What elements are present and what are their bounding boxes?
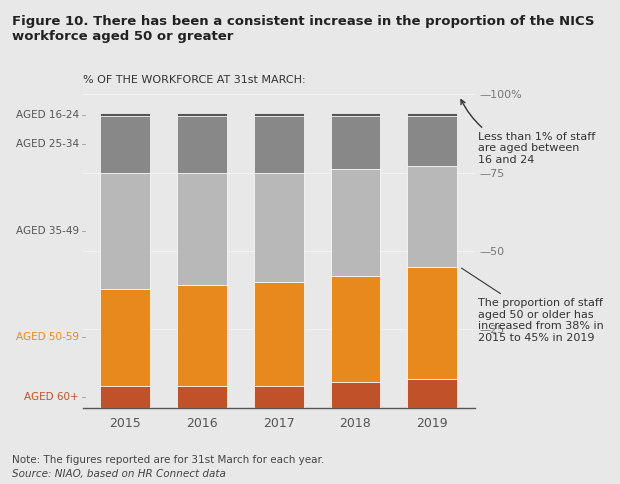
Bar — [254, 386, 304, 408]
Bar — [100, 173, 150, 288]
Bar — [330, 276, 381, 382]
Bar — [254, 113, 304, 116]
Text: AGED 16-24: AGED 16-24 — [16, 109, 79, 120]
Text: Figure 10. There has been a consistent increase in the proportion of the NICS
wo: Figure 10. There has been a consistent i… — [12, 15, 595, 43]
Bar — [254, 282, 304, 386]
Bar — [177, 286, 227, 386]
Text: AGED 60+: AGED 60+ — [24, 392, 79, 402]
Text: Source: NIAO, based on HR Connect data: Source: NIAO, based on HR Connect data — [12, 469, 226, 479]
Bar — [407, 113, 458, 116]
Bar — [330, 113, 381, 116]
Bar — [100, 386, 150, 408]
Bar — [407, 379, 458, 408]
Text: AGED 25-34: AGED 25-34 — [16, 139, 79, 150]
Bar — [330, 116, 381, 169]
Bar — [177, 386, 227, 408]
Text: % OF THE WORKFORCE AT 31st MARCH:: % OF THE WORKFORCE AT 31st MARCH: — [83, 75, 306, 85]
Text: Note: The figures reported are for 31st March for each year.: Note: The figures reported are for 31st … — [12, 454, 325, 465]
Bar — [177, 113, 227, 116]
Text: AGED 50-59: AGED 50-59 — [16, 332, 79, 342]
Bar — [254, 173, 304, 282]
Bar — [100, 116, 150, 173]
Bar — [330, 382, 381, 408]
Bar — [100, 113, 150, 116]
Bar — [407, 267, 458, 379]
Bar — [177, 116, 227, 173]
Bar — [100, 288, 150, 386]
Bar — [177, 173, 227, 286]
Text: The proportion of staff
aged 50 or older has
increased from 38% in
2015 to 45% i: The proportion of staff aged 50 or older… — [461, 268, 604, 343]
Text: Less than 1% of staff
are aged between
16 and 24: Less than 1% of staff are aged between 1… — [461, 100, 596, 165]
Text: AGED 35-49: AGED 35-49 — [16, 226, 79, 236]
Bar — [407, 116, 458, 166]
Bar — [407, 166, 458, 267]
Bar — [330, 169, 381, 276]
Bar — [254, 116, 304, 173]
